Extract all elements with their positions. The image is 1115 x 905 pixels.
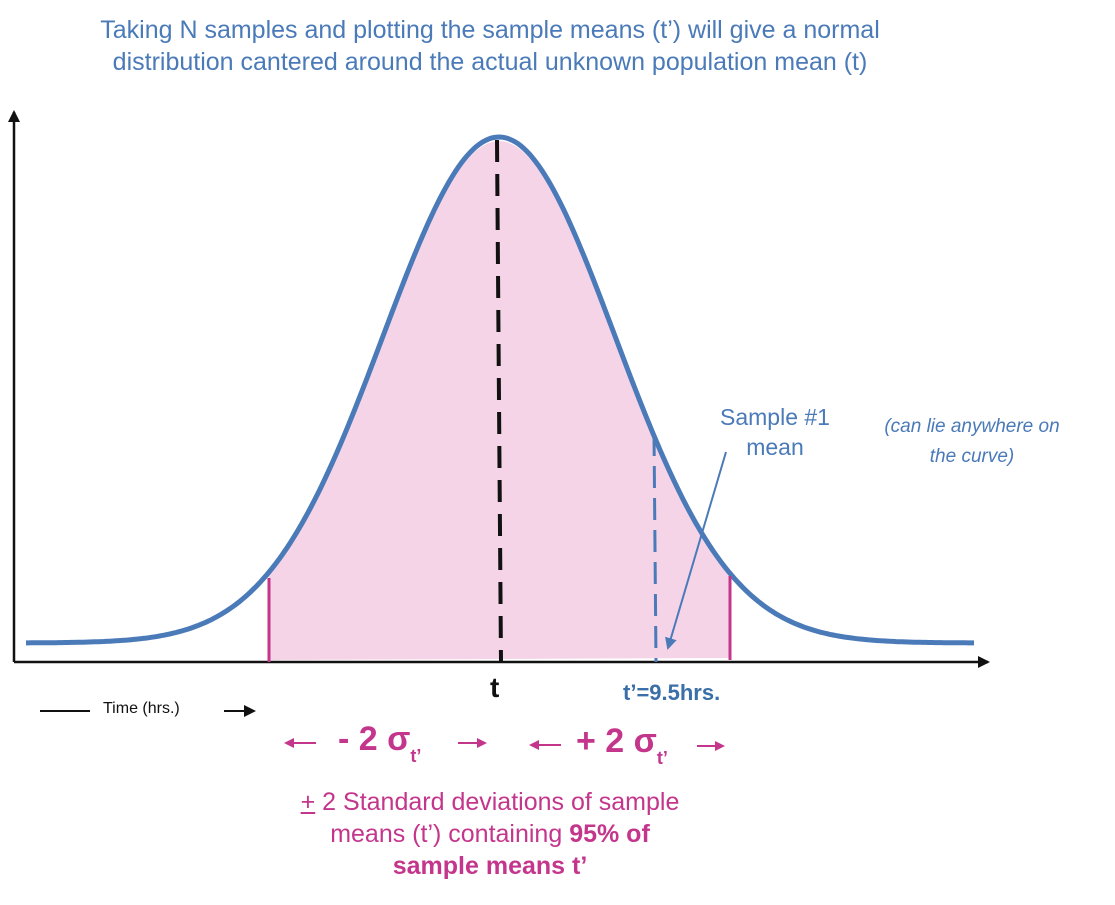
plus-minus-symbol: + xyxy=(300,788,316,816)
minus-sigma-sub: t’ xyxy=(410,745,422,766)
aside-note: (can lie anywhere on the curve) xyxy=(852,412,1092,472)
sample-label-line-1: Sample #1 xyxy=(720,404,830,430)
footer-line-3: sample means t’ xyxy=(255,850,725,882)
minus-two-sigma-label: - 2 σt’ xyxy=(338,720,422,766)
title-line-2: distribution cantered around the actual … xyxy=(112,48,868,76)
footer-caption: + 2 Standard deviations of sample means … xyxy=(255,786,725,882)
sample-mean-line xyxy=(652,433,658,663)
population-mean-label: t xyxy=(490,672,500,703)
sample-value-label: t’=9.5hrs. xyxy=(623,680,721,705)
x-axis-label: Time (hrs.) xyxy=(103,700,180,717)
arrow-right-icon xyxy=(458,738,487,748)
population-mean-line xyxy=(495,139,503,663)
footer-line-3-bold: sample means t’ xyxy=(392,852,588,880)
plus-sigma-text: + 2 σ xyxy=(576,722,657,760)
footer-line-2-bold: 95% of xyxy=(569,820,650,848)
sample-label-line-2: mean xyxy=(746,434,804,460)
sample-pointer-arrow xyxy=(665,451,727,650)
footer-line-2-text: means (t’) containing xyxy=(330,820,570,848)
title: Taking N samples and plotting the sample… xyxy=(0,14,980,78)
arrow-left-icon xyxy=(284,738,316,748)
minus-sigma-text: - 2 σ xyxy=(338,720,411,758)
bell-curve xyxy=(26,134,974,646)
arrow-left-icon xyxy=(529,740,561,750)
footer-line-1: + 2 Standard deviations of sample xyxy=(255,786,725,818)
sample-label: Sample #1 mean xyxy=(700,402,850,462)
footer-line-1-text: 2 Standard deviations of sample xyxy=(315,788,680,816)
arrow-right-icon xyxy=(697,741,725,751)
two-sigma-region xyxy=(269,141,730,660)
plus-two-sigma-label: + 2 σt’ xyxy=(576,722,668,768)
title-line-1: Taking N samples and plotting the sample… xyxy=(100,16,880,44)
aside-line-2: the curve) xyxy=(929,446,1015,467)
plus-sigma-sub: t’ xyxy=(656,747,668,768)
footer-line-2: means (t’) containing 95% of xyxy=(255,818,725,850)
aside-line-1: (can lie anywhere on xyxy=(884,416,1060,437)
